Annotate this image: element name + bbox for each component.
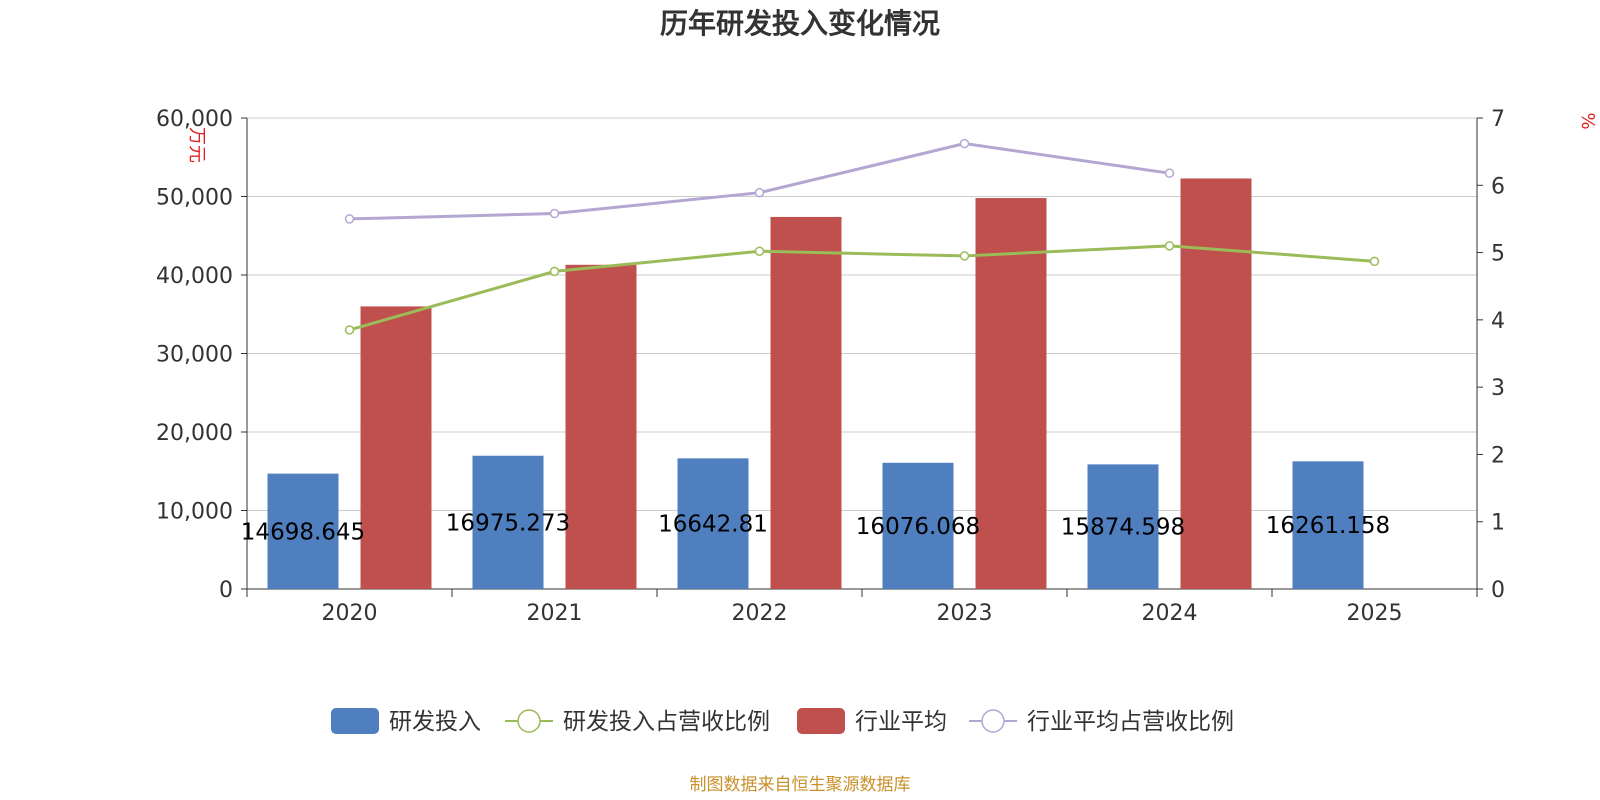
x-axis-tick-label: 2021 [527, 601, 583, 626]
lines [344, 138, 1380, 335]
legend-swatch-marker [981, 709, 1005, 733]
bar-industry [975, 198, 1047, 589]
right-axis-tick-label: 2 [1491, 443, 1505, 468]
left-axis-tick-label: 40,000 [156, 264, 233, 289]
line-point [959, 251, 970, 261]
axes: 0 10,000 20,000 30,000 40,000 50,000 60,000 0 1 2… [156, 107, 1505, 626]
bars [267, 178, 1364, 589]
right-axis-tick-label: 0 [1491, 578, 1505, 603]
left-axis-tick-label: 20,000 [156, 421, 233, 446]
data-labels: 14698.645 16975.273 16642.81 16076.068 15874… [241, 510, 1390, 545]
bar-rd [1292, 461, 1364, 589]
grid-lines [247, 117, 1477, 511]
left-axis-tick-label: 60,000 [156, 107, 233, 132]
line-point [959, 138, 970, 149]
left-axis-tick-label: 0 [219, 578, 233, 603]
chart-title: 历年研发投入变化情况 [660, 7, 940, 40]
line-point [1164, 168, 1175, 178]
source-note: 制图数据来自恒生聚源数据库 [690, 775, 911, 795]
x-axis-tick-label: 2020 [322, 601, 378, 626]
bar-value-label: 16261.158 [1266, 513, 1390, 539]
legend-swatch-marker [517, 709, 541, 733]
bar-industry [565, 264, 637, 589]
bar-industry [770, 216, 842, 589]
left-axis-tick-label: 30,000 [156, 343, 233, 368]
right-axis-tick-label: 3 [1491, 376, 1505, 401]
legend-swatch-bar [331, 708, 379, 734]
bar-rd [882, 462, 954, 589]
line-point [754, 187, 765, 198]
right-axis-tick-label: 6 [1491, 174, 1505, 199]
legend-label: 行业平均 [855, 709, 947, 735]
line-point [1369, 256, 1380, 267]
right-axis-tick-label: 1 [1491, 511, 1505, 536]
line-point [549, 266, 560, 277]
bar-value-label: 15874.598 [1061, 515, 1185, 541]
line-point [754, 246, 765, 256]
left-axis-unit: 万元 [186, 127, 207, 163]
right-axis-tick-label: 5 [1491, 242, 1505, 267]
legend-swatch-bar [797, 708, 845, 734]
bar-rd [677, 458, 749, 589]
line-rd-ratio [349, 244, 1375, 332]
right-axis-tick-label: 4 [1491, 309, 1505, 334]
bar-rd [1087, 464, 1159, 589]
line-point [1164, 241, 1175, 251]
line-point [344, 214, 355, 224]
line-point [344, 325, 355, 335]
x-axis-tick-label: 2022 [732, 601, 788, 626]
legend-label: 研发投入 [389, 709, 481, 735]
bar-value-label: 14698.645 [241, 519, 365, 545]
x-axis-tick-label: 2025 [1347, 601, 1403, 626]
bar-value-label: 16076.068 [856, 514, 980, 540]
right-axis-tick-label: 7 [1491, 107, 1505, 132]
bar-value-label: 16642.81 [658, 512, 768, 538]
bar-industry [1180, 178, 1252, 589]
x-axis-tick-label: 2023 [937, 601, 993, 626]
legend-label: 研发投入占营收比例 [563, 709, 770, 735]
bar-value-label: 16975.273 [446, 510, 570, 536]
legend: 研发投入 研发投入占营收比例 行业平均 行业平均占营收比例 [331, 708, 1234, 735]
left-axis-tick-label: 10,000 [156, 500, 233, 525]
legend-label: 行业平均占营收比例 [1027, 709, 1234, 735]
x-axis-tick-label: 2024 [1142, 601, 1198, 626]
bar-industry [360, 306, 432, 589]
right-axis-unit: % [1577, 112, 1598, 129]
bar-rd [267, 473, 339, 589]
bar-rd [472, 455, 544, 589]
line-point [549, 208, 560, 219]
left-axis-tick-label: 50,000 [156, 186, 233, 211]
